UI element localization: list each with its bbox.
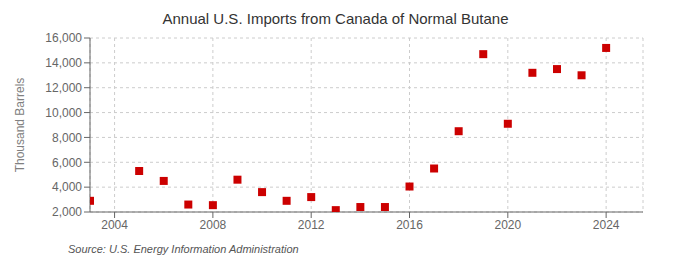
svg-text:12,000: 12,000 [45, 81, 82, 95]
svg-text:2016: 2016 [396, 218, 423, 232]
svg-text:2024: 2024 [593, 218, 620, 232]
svg-text:4,000: 4,000 [52, 180, 82, 194]
svg-text:6,000: 6,000 [52, 156, 82, 170]
html-text:Annual U.S. Imports from Canad: Annual U.S. Imports from Canada of Norma… [162, 10, 509, 27]
svg-text:2012: 2012 [298, 218, 325, 232]
html-text:Source: U.S. Energy Informatio: Source: U.S. Energy Information Administ… [68, 243, 299, 255]
svg-text:2,000: 2,000 [52, 205, 82, 219]
svg-text:16,000: 16,000 [45, 31, 82, 45]
svg-text:10,000: 10,000 [45, 106, 82, 120]
svg-text:2008: 2008 [200, 218, 227, 232]
svg-text:2004: 2004 [101, 218, 128, 232]
svg-text:14,000: 14,000 [45, 56, 82, 70]
svg-text:2020: 2020 [494, 218, 521, 232]
svg-text:Thousand Barrels: Thousand Barrels [13, 78, 27, 173]
svg-text:8,000: 8,000 [52, 131, 82, 145]
